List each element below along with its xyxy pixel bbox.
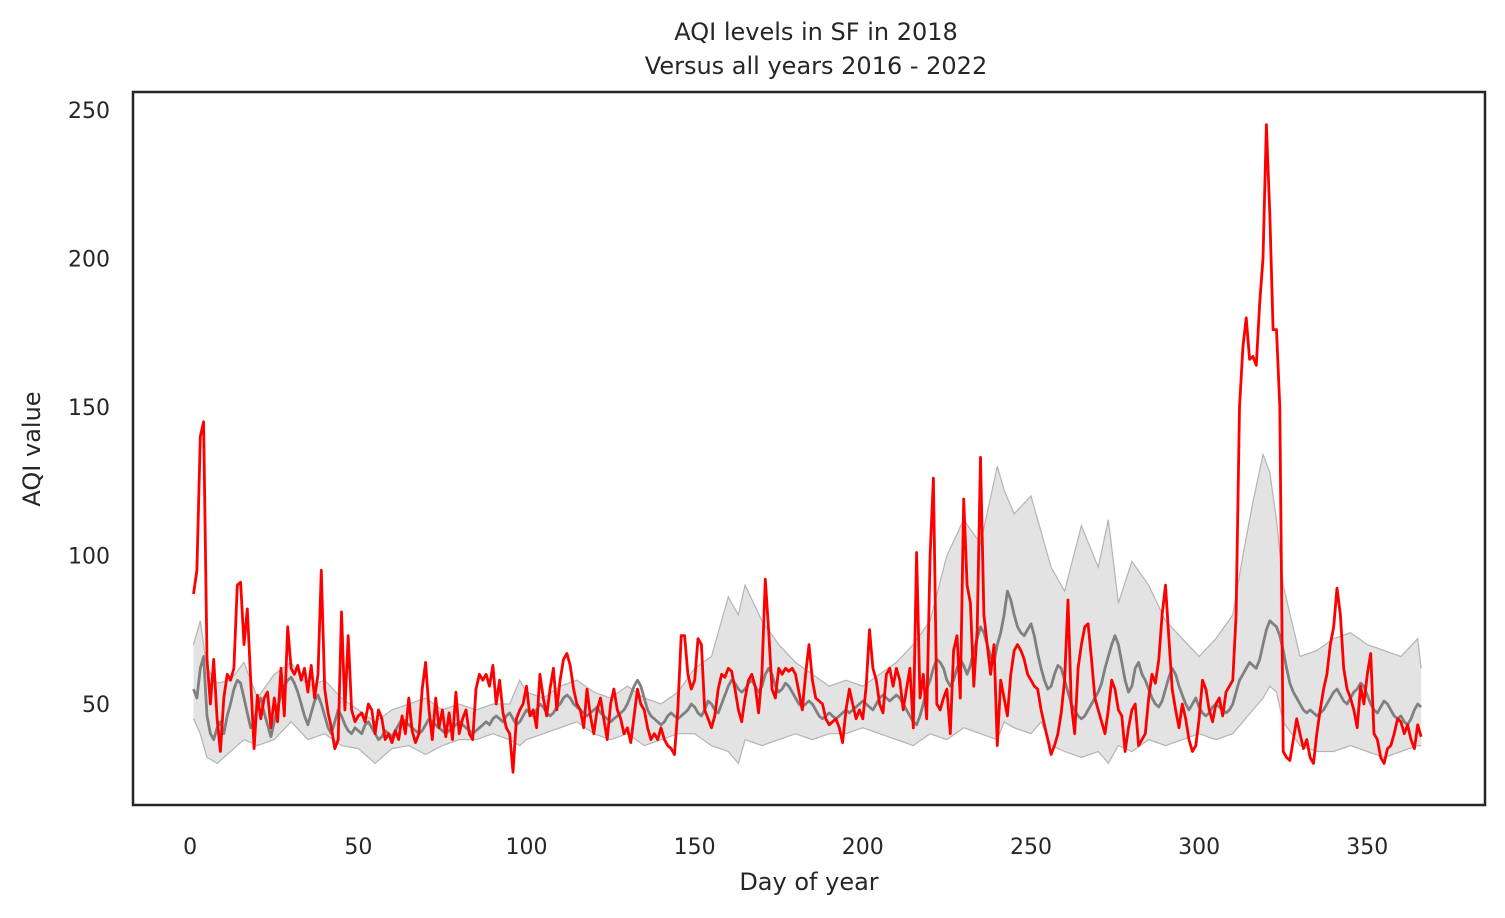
y-axis-label: AQI value <box>18 391 46 506</box>
plot-frame <box>131 90 1487 807</box>
x-tick-label: 250 <box>1010 835 1052 860</box>
x-tick-label: 150 <box>674 835 716 860</box>
y-tick-label: 50 <box>82 693 110 718</box>
chart-subtitle: Versus all years 2016 - 2022 <box>645 52 987 80</box>
x-tick-label: 100 <box>505 835 547 860</box>
x-tick-label: 50 <box>344 835 372 860</box>
range-band-lower-edge <box>192 685 1422 765</box>
year-2018-series-line <box>192 123 1423 774</box>
x-tick-label: 350 <box>1346 835 1388 860</box>
plot-area <box>192 123 1423 774</box>
y-tick-label: 100 <box>68 544 110 569</box>
x-axis-label: Day of year <box>739 868 878 896</box>
y-tick-label: 250 <box>68 99 110 124</box>
y-tick-label: 200 <box>68 247 110 272</box>
x-axis-ticks: 0 50 100 150 200 250 300 350 <box>183 835 1388 860</box>
chart-title: AQI levels in SF in 2018 <box>674 18 958 46</box>
x-tick-label: 0 <box>183 835 197 860</box>
y-axis-ticks: 50 100 150 200 250 <box>68 99 110 718</box>
x-tick-label: 200 <box>842 835 884 860</box>
x-tick-label: 300 <box>1178 835 1220 860</box>
y-tick-label: 150 <box>68 396 110 421</box>
